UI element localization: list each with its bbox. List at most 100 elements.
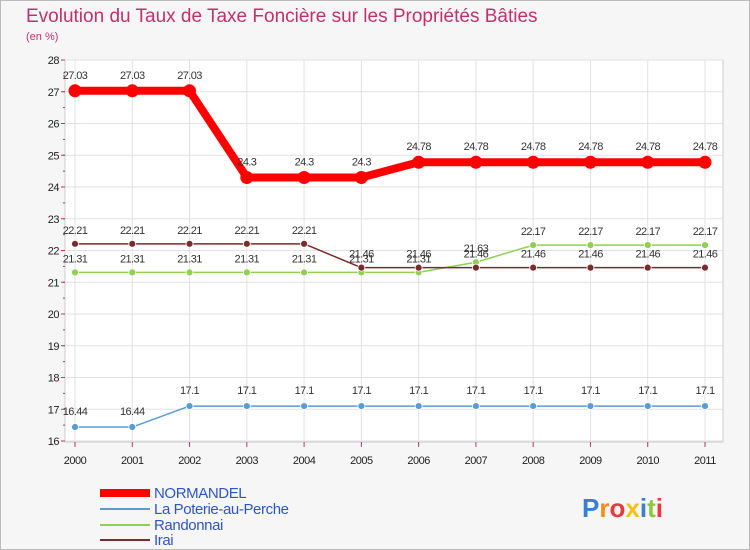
series-point-0	[354, 170, 368, 184]
series-point-3	[586, 263, 595, 272]
data-label-3: 21.46	[349, 249, 374, 261]
x-tick-label: 2006	[407, 455, 430, 467]
data-label-2: 21.31	[120, 253, 145, 265]
grid-layer	[65, 59, 723, 442]
series-point-1	[185, 402, 194, 410]
x-tick-label: 2005	[350, 455, 373, 467]
data-label-2: 22.17	[635, 226, 660, 238]
data-label-0: 24.78	[464, 141, 489, 153]
proxiti-logo: Proxiti	[582, 493, 663, 523]
series-line-3	[75, 243, 705, 269]
series-point-2	[529, 241, 538, 250]
data-label-0: 27.03	[63, 70, 88, 82]
x-tick-label: 2011	[694, 455, 716, 467]
data-label-2: 21.31	[63, 253, 88, 265]
data-label-1: 16.44	[63, 406, 88, 418]
series-point-1	[472, 402, 480, 410]
series-point-0	[526, 155, 540, 169]
series-point-3	[71, 239, 79, 248]
data-label-1: 17.1	[638, 385, 657, 397]
series-point-0	[641, 155, 655, 169]
series-point-3	[414, 263, 423, 272]
series-point-3	[529, 263, 538, 272]
y-tick-label: 16	[48, 436, 60, 448]
chart-title: Evolution du Taux de Taxe Foncière sur l…	[26, 6, 538, 27]
data-label-0: 24.3	[295, 156, 314, 168]
x-tick-label: 2001	[121, 455, 144, 467]
series-point-2	[701, 241, 709, 250]
data-label-2: 21.31	[292, 253, 317, 265]
chart-subtitle: (en %)	[26, 31, 58, 43]
series-point-1	[357, 402, 366, 410]
legend-label-0: NORMANDEL	[154, 485, 246, 502]
series-point-2	[71, 268, 79, 277]
data-label-0: 24.78	[693, 141, 718, 153]
data-label-3: 22.21	[292, 225, 317, 237]
series-point-3	[472, 263, 480, 272]
series-point-1	[300, 402, 308, 410]
data-label-2: 21.31	[349, 253, 374, 265]
y-tick-label: 27	[48, 87, 60, 99]
data-label-2: 21.31	[406, 253, 431, 265]
series-point-0	[183, 84, 197, 98]
data-label-3: 21.46	[578, 249, 603, 261]
label-layer: 27.03 27.03 27.03 24.3 24.3 24.3 24.78 24.78 24.…	[63, 70, 719, 418]
series-point-1	[414, 402, 423, 410]
series-point-2	[643, 241, 652, 250]
series-line-0	[75, 86, 705, 182]
data-label-3: 22.21	[235, 225, 260, 237]
series-point-0	[469, 155, 483, 169]
data-label-1: 17.1	[695, 385, 714, 397]
series-point-2	[242, 268, 251, 277]
logo-letter: r	[599, 493, 609, 523]
series-point-3	[643, 263, 652, 272]
data-label-1: 17.1	[180, 385, 199, 397]
series-point-0	[240, 170, 254, 184]
data-label-3: 22.21	[63, 225, 88, 237]
x-tick-label: 2004	[293, 455, 316, 467]
y-tick-label: 23	[48, 214, 60, 226]
data-label-0: 24.3	[352, 156, 371, 168]
data-label-2: 22.17	[693, 226, 718, 238]
x-tick-label: 2007	[465, 455, 488, 467]
series-point-3	[701, 263, 709, 272]
series-point-1	[529, 402, 538, 410]
series-line-2	[75, 244, 705, 274]
y-tick-label: 19	[48, 341, 60, 353]
data-label-3: 22.21	[120, 225, 145, 237]
logo-letter: t	[647, 493, 656, 523]
data-label-0: 27.03	[120, 70, 145, 82]
y-tick-label: 21	[48, 277, 60, 289]
x-tick-label: 2010	[636, 455, 659, 467]
logo-letter: x	[625, 493, 640, 523]
series-point-2	[586, 241, 595, 250]
data-label-0: 24.78	[578, 141, 603, 153]
series-point-1	[71, 423, 79, 431]
y-tick-label: 18	[48, 373, 60, 385]
y-tick-label: 22	[48, 246, 60, 258]
x-tick-label: 2008	[522, 455, 545, 467]
y-tick-label: 20	[48, 309, 60, 321]
data-label-3: 22.21	[177, 225, 202, 237]
data-label-0: 27.03	[177, 70, 202, 82]
y-tick-label: 25	[48, 150, 60, 162]
y-tick-label: 17	[48, 404, 60, 416]
logo-letter: P	[582, 493, 599, 523]
data-label-0: 24.3	[237, 156, 256, 168]
series-point-0	[297, 170, 311, 184]
data-label-0: 24.78	[521, 141, 546, 153]
data-label-3: 21.46	[464, 249, 489, 261]
y-tick-label: 26	[48, 119, 60, 131]
series-point-0	[583, 155, 597, 169]
x-tick-label: 2000	[64, 455, 87, 467]
logo-text: Proxiti	[582, 493, 663, 523]
series-point-0	[125, 84, 139, 98]
data-label-2: 22.17	[521, 226, 546, 238]
axis-layer: 16 17 18 19 20 21 22 23 24 25 26 27 28 2000 2001 2002 20…	[48, 55, 717, 467]
series-point-0	[68, 84, 82, 98]
series-point-1	[586, 402, 595, 410]
series-point-3	[128, 239, 137, 248]
series-point-1	[128, 423, 137, 431]
data-label-3: 21.46	[521, 249, 546, 261]
